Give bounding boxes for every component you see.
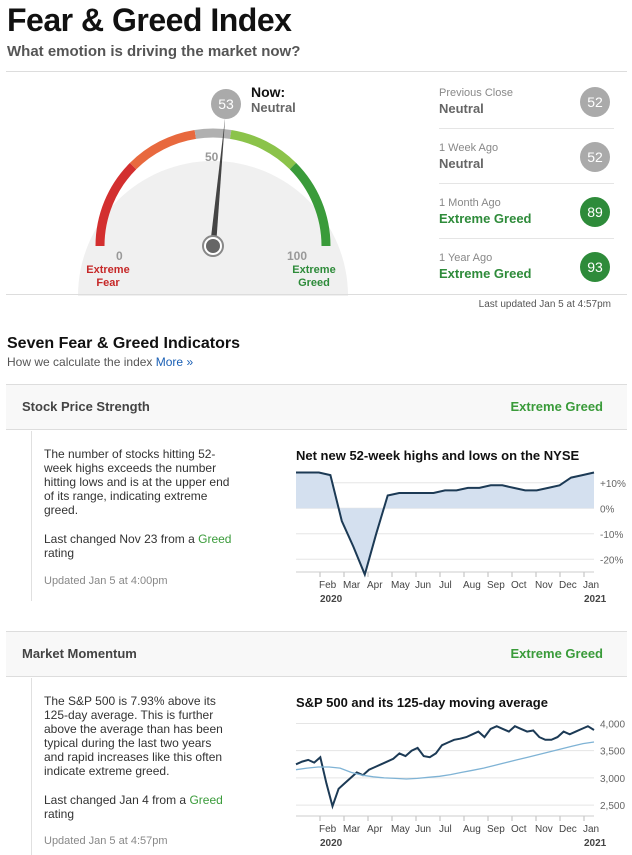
x-tick-label: Mar	[343, 824, 361, 835]
indicator-last-changed: Last changed Nov 23 from a Greed rating	[44, 532, 232, 560]
now-label: Now:	[251, 84, 286, 100]
series-line	[295, 725, 595, 810]
x-tick-label: Apr	[367, 824, 383, 835]
now-rating: Neutral	[251, 100, 296, 115]
series-line	[296, 471, 595, 578]
history-1-week-ago: 1 Week Ago Neutral 52	[439, 142, 614, 192]
x-tick-label: Apr	[367, 580, 383, 591]
y-tick-label: 4,000	[600, 719, 625, 730]
x-tick-label: Jul	[439, 580, 452, 591]
indicator-header-stock-price-strength[interactable]: Stock Price Strength Extreme Greed	[6, 384, 627, 430]
history-value-badge: 93	[580, 252, 610, 282]
x-tick-label: Sep	[487, 580, 505, 591]
x-tick-label: Jun	[415, 824, 431, 835]
chart-title: S&P 500 and its 125-day moving average	[296, 695, 548, 710]
series-area	[296, 472, 594, 575]
x-tick-label: May	[391, 580, 410, 591]
indicator-rating: Extreme Greed	[510, 646, 604, 661]
gauge-value-badge: 53	[211, 89, 241, 119]
gauge-extreme-fear-label: Extreme Fear	[86, 264, 130, 289]
x-tick-label: Mar	[343, 580, 361, 591]
history-value-badge: 89	[580, 197, 610, 227]
x-tick-label: Aug	[463, 580, 481, 591]
x-tick-label: Jun	[415, 580, 431, 591]
x-tick-label: Nov	[535, 580, 553, 591]
x-tick-label: Jul	[439, 824, 452, 835]
y-tick-label: -10%	[600, 530, 623, 541]
gauge-tick-50: 50	[205, 150, 219, 164]
x-tick-label: Jan	[583, 824, 599, 835]
y-tick-label: 0%	[600, 504, 615, 515]
y-tick-label: -20%	[600, 555, 623, 566]
x-tick-label: May	[391, 824, 410, 835]
y-tick-label: 3,000	[600, 774, 625, 785]
indicator-updated: Updated Jan 5 at 4:00pm	[44, 575, 168, 587]
last-updated: Last updated Jan 5 at 4:57pm	[478, 299, 611, 310]
indicator-name: Stock Price Strength	[22, 399, 150, 414]
x-year-label: 2020	[320, 838, 343, 849]
gauge-needle	[210, 116, 226, 247]
indicator-name: Market Momentum	[22, 646, 137, 661]
x-tick-label: Oct	[511, 580, 527, 591]
more-link[interactable]: More »	[155, 355, 194, 369]
x-tick-label: Nov	[535, 824, 553, 835]
x-tick-label: Aug	[463, 824, 481, 835]
history-value-badge: 52	[580, 142, 610, 172]
series-line	[295, 741, 595, 780]
gauge-tick-100: 100	[287, 249, 308, 263]
chart-title: Net new 52-week highs and lows on the NY…	[296, 448, 580, 463]
x-tick-label: Dec	[559, 580, 577, 591]
fear-greed-gauge: 0 50 100 Extreme Fear Extreme Greed	[74, 72, 352, 296]
x-tick-label: Sep	[487, 824, 505, 835]
gauge-tick-0: 0	[116, 249, 123, 263]
page-subtitle: What emotion is driving the market now?	[7, 43, 301, 60]
x-year-label: 2020	[320, 594, 343, 605]
x-year-label: 2021	[584, 838, 607, 849]
divider	[6, 71, 627, 72]
y-tick-label: +10%	[600, 479, 626, 490]
history-previous-close: Previous Close Neutral 52	[439, 87, 614, 137]
indicator-rating: Extreme Greed	[510, 399, 604, 414]
history-value-badge: 52	[580, 87, 610, 117]
y-tick-label: 2,500	[600, 801, 625, 812]
x-tick-label: Feb	[319, 824, 337, 835]
indicators-section-subtitle: How we calculate the index More »	[7, 355, 194, 369]
x-tick-label: Dec	[559, 824, 577, 835]
indicator-header-market-momentum[interactable]: Market Momentum Extreme Greed	[6, 631, 627, 677]
history-1-year-ago: 1 Year Ago Extreme Greed 93	[439, 252, 614, 302]
x-year-label: 2021	[584, 594, 607, 605]
gauge-graphic	[78, 116, 348, 296]
indicator-description: The number of stocks hitting 52-week hig…	[44, 447, 230, 517]
y-tick-label: 3,500	[600, 747, 625, 758]
page-title: Fear & Greed Index	[7, 2, 292, 38]
indicators-section-title: Seven Fear & Greed Indicators	[7, 335, 240, 352]
x-tick-label: Jan	[583, 580, 599, 591]
x-tick-label: Feb	[319, 580, 337, 591]
indicator-description: The S&P 500 is 7.93% above its 125-day a…	[44, 694, 223, 778]
gauge-extreme-greed-label: Extreme Greed	[292, 264, 336, 289]
x-tick-label: Oct	[511, 824, 527, 835]
indicator-last-changed: Last changed Jan 4 from a Greed rating	[44, 793, 223, 821]
history-1-month-ago: 1 Month Ago Extreme Greed 89	[439, 197, 614, 247]
indicator-updated: Updated Jan 5 at 4:57pm	[44, 835, 168, 847]
